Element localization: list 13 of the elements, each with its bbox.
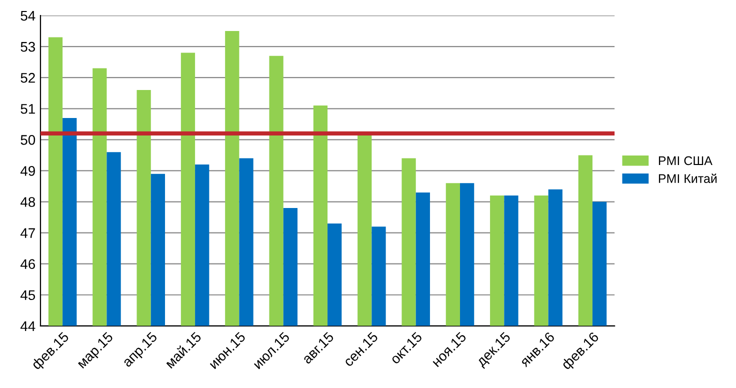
legend-label: PMI США (658, 156, 712, 166)
y-tick-label: 47 (20, 228, 35, 238)
y-tick-label: 52 (20, 72, 35, 83)
y-tick-label: 48 (20, 197, 36, 207)
y-tick-label: 50 (20, 135, 36, 145)
y-tick-label: 44 (20, 321, 36, 331)
y-tick-label: 51 (20, 104, 35, 114)
y-tick-label: 54 (20, 10, 36, 21)
y-tick-label: 53 (20, 42, 36, 52)
y-tick-label: 49 (20, 166, 35, 176)
legend-label: PMI Китай (658, 174, 717, 184)
y-tick-label: 45 (20, 290, 36, 300)
y-tick-label: 46 (20, 259, 36, 270)
